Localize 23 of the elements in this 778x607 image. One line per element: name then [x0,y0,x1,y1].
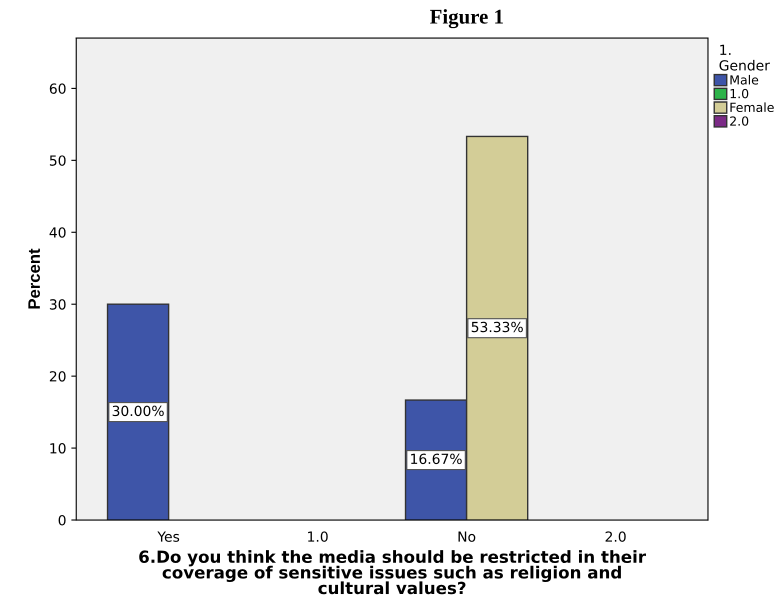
legend-label: Male [730,74,758,85]
legend-label: 1.0 [730,88,748,98]
legend-label: Female [730,102,774,112]
x-tick-label: Yes [157,532,180,542]
y-tick-label: 60 [50,83,66,94]
chart-title: Figure 1 [430,9,503,28]
y-tick-label: 10 [50,443,66,454]
y-tick-label: 40 [50,227,66,238]
y-axis-title: Percent [28,248,40,308]
data-label: 16.67% [411,454,462,464]
y-tick-label: 0 [58,514,66,526]
data-label: 53.33% [472,322,523,332]
legend-title: 1. Gender [720,44,770,71]
y-tick-label: 50 [50,155,66,166]
bar [106,304,170,520]
x-tick-label: No [458,532,476,542]
x-tick-label: 1.0 [308,531,328,542]
data-label: 30.00% [112,406,164,416]
y-tick-label: 20 [50,371,66,382]
legend-label: 2.0 [730,116,748,126]
y-tick-label: 30 [50,299,66,310]
x-tick-label: 2.0 [606,531,626,542]
x-axis-title: 6.Do you think the media should be restricted in their coverage of sensitive issues such as religion and cultural values? [139,550,646,594]
